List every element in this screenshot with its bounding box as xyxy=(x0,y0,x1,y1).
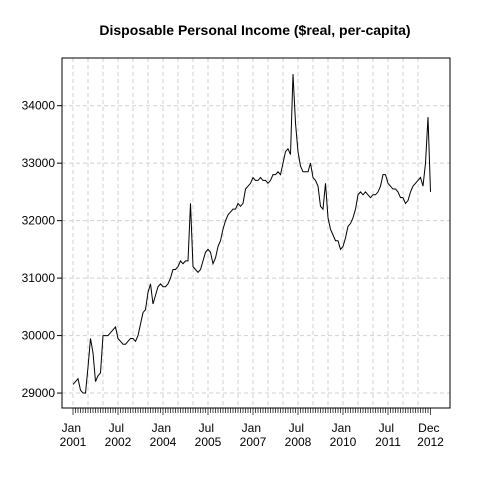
x-tick-label: Jan 2001 xyxy=(60,421,87,449)
y-tick-label: 34000 xyxy=(22,99,56,113)
x-tick-label: Jan 2010 xyxy=(330,421,357,449)
chart-title: Disposable Personal Income ($real, per-c… xyxy=(99,22,410,38)
x-tick-label: Jul 2011 xyxy=(375,421,401,449)
x-tick-label: Jul 2005 xyxy=(195,421,222,449)
y-tick-label: 30000 xyxy=(22,329,56,343)
x-tick-label: Dec 2012 xyxy=(417,421,444,449)
x-tick-label: Jul 2008 xyxy=(285,421,312,449)
y-tick-label: 32000 xyxy=(22,214,56,228)
y-tick-label: 31000 xyxy=(22,271,56,285)
x-tick-label: Jul 2002 xyxy=(105,421,132,449)
data-line xyxy=(72,74,431,394)
plot-frame xyxy=(61,57,451,409)
y-tick-label: 29000 xyxy=(22,386,56,400)
x-tick-label: Jan 2007 xyxy=(240,421,267,449)
x-tick-label: Jan 2004 xyxy=(150,421,177,449)
y-tick-label: 33000 xyxy=(22,156,56,170)
